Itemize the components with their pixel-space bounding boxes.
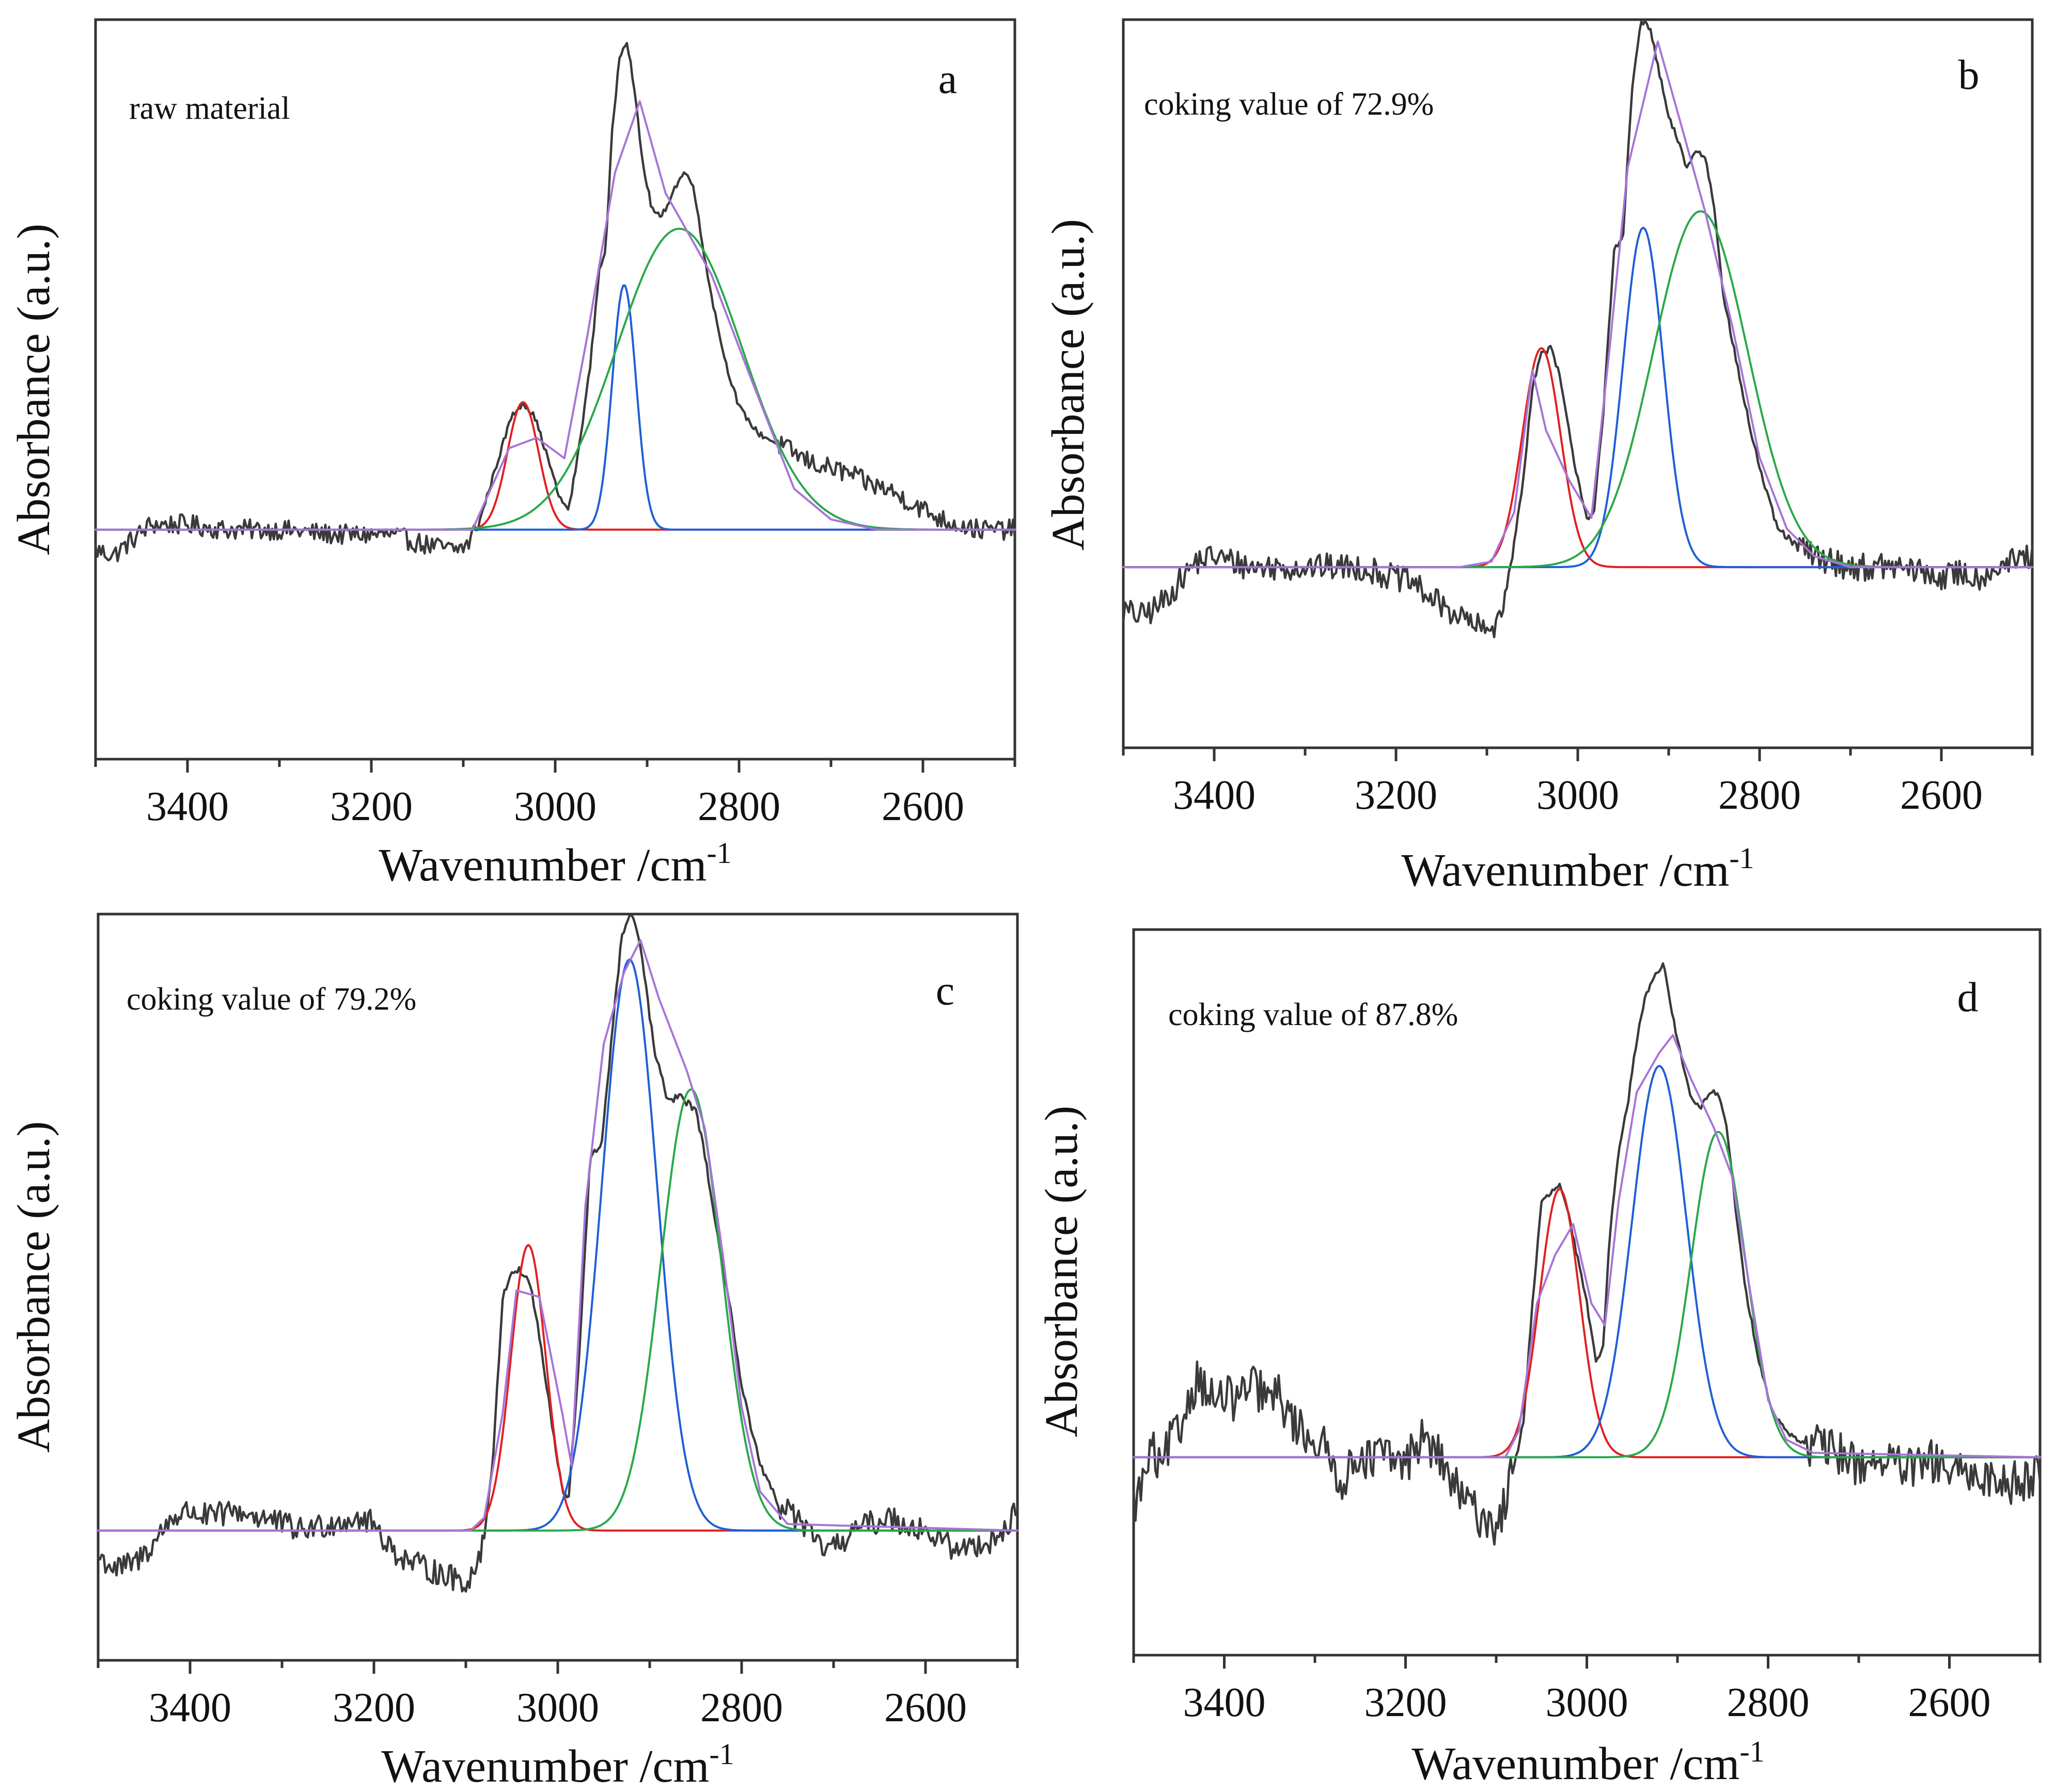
panel-a-x-tick-label: 2800 [698,784,780,829]
panel-c: c coking value of 79.2% Absorbance (a.u.… [8,913,1019,1792]
panel-c-x-axis-title-main: Wavenumber /cm [381,1741,709,1792]
panel-d-x-axis-title-sup: -1 [1739,1735,1764,1768]
panel-d-y-axis-title: Absorbance (a.u.) [1036,1106,1087,1437]
panel-d-x-tick-label: 3000 [1546,1680,1628,1725]
panel-c-annotation: coking value of 79.2% [127,982,416,1017]
panel-d-annotation: coking value of 87.8% [1168,997,1458,1032]
panel-c-series-purple [97,939,1018,1532]
panel-b-annotation: coking value of 72.9% [1144,87,1434,122]
panel-a-x-tick-label: 3200 [330,784,413,829]
panel-d-series-purple [1133,1034,2041,1458]
panel-d-x-axis-title: Wavenumber /cm-1 [1411,1735,1764,1789]
panel-b-y-axis-title: Absorbance (a.u.) [1043,219,1094,551]
panel-a-series-raw [94,42,1016,562]
panel-a-series-purple [95,100,1016,531]
panel-b-x-tick-label: 2800 [1718,773,1801,818]
panel-d: d coking value of 87.8% Absorbance (a.u.… [1036,928,2042,1789]
panel-d-letter: d [1957,973,1979,1020]
panel-c-x-axis-title: Wavenumber /cm-1 [381,1737,734,1792]
panel-a-x-axis-title-sup: -1 [707,836,731,870]
panel-d-x-tick-label: 3200 [1364,1680,1447,1725]
panel-d-x-axis-title-main: Wavenumber /cm [1411,1738,1739,1789]
panel-a-letter: a [938,55,957,102]
panel-a-x-axis-title: Wavenumber /cm-1 [379,836,731,891]
panel-a: a raw material Absorbance (a.u.) Wavenum… [8,18,1016,891]
panel-d-x-tick-label: 2600 [1908,1680,1991,1725]
panel-a-x-axis-title-main: Wavenumber /cm [379,840,707,891]
panel-b-x-tick-label: 3400 [1173,773,1256,818]
panel-b-letter: b [1958,51,1980,98]
panel-d-x-tick-label: 2800 [1727,1680,1810,1725]
panel-b-x-tick-label: 3200 [1355,773,1437,818]
panel-b-x-axis-title-main: Wavenumber /cm [1401,845,1729,896]
panel-c-x-tick-label: 3000 [516,1685,599,1731]
panel-a-x-tick-label: 3000 [514,784,597,829]
panel-a-x-tick-label: 2600 [882,784,964,829]
panel-d-series-raw [1132,962,2042,1546]
panel-b-x-axis-title-sup: -1 [1729,841,1754,875]
panel-c-x-tick-label: 3400 [149,1685,231,1731]
panel-b: b coking value of 72.9% Absorbance (a.u.… [1043,18,2034,896]
panel-c-y-axis-title: Absorbance (a.u.) [8,1121,59,1453]
panel-d-x-tick-label: 3400 [1183,1680,1266,1725]
panel-c-x-tick-label: 2600 [884,1685,967,1731]
panel-b-x-axis-title: Wavenumber /cm-1 [1401,841,1754,896]
panel-c-x-tick-label: 2800 [700,1685,783,1731]
panel-b-series-raw [1122,20,2034,638]
panel-b-series-purple [1122,40,2033,569]
panel-b-x-tick-label: 3000 [1536,773,1619,818]
panel-a-y-axis-title: Absorbance (a.u.) [8,224,59,555]
panel-c-letter: c [936,967,954,1014]
panel-a-x-tick-label: 3400 [146,784,229,829]
panel-c-x-axis-title-sup: -1 [709,1737,734,1771]
panel-b-x-tick-label: 2600 [1900,773,1983,818]
panel-c-x-tick-label: 3200 [333,1685,415,1731]
panel-a-annotation: raw material [129,91,290,126]
